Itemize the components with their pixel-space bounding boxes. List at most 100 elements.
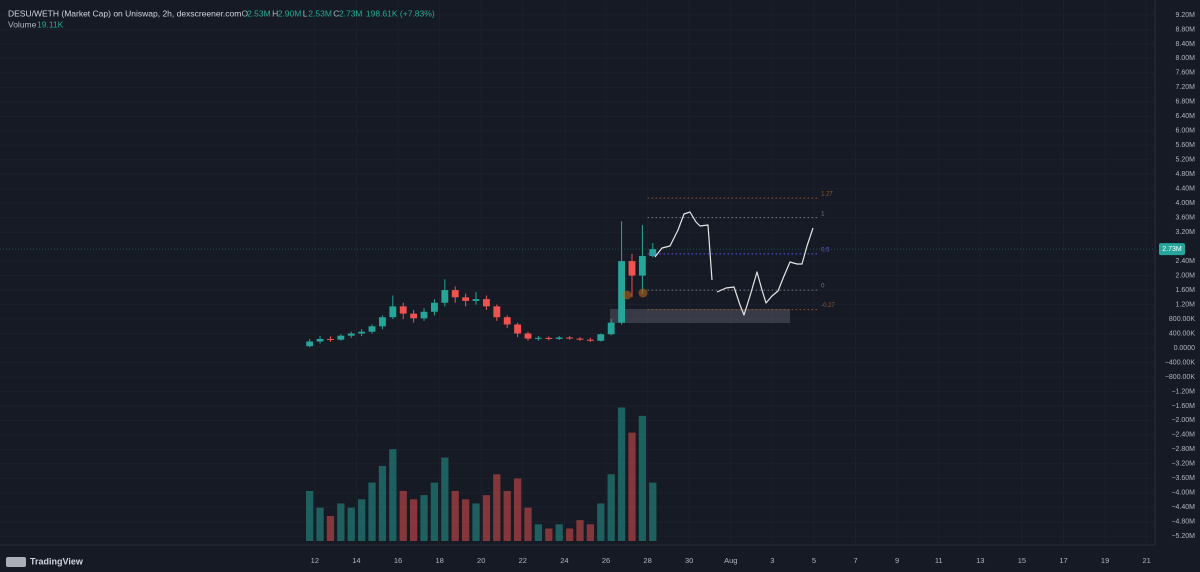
candle-body	[451, 290, 459, 298]
volume-bar	[420, 495, 428, 541]
x-tick-label: 11	[935, 556, 943, 565]
change: 198.61K (+7.83%)	[366, 8, 435, 18]
x-tick-label: 24	[560, 556, 568, 565]
x-tick-label: 30	[685, 556, 693, 565]
y-tick-label: 8.00M	[1176, 55, 1196, 62]
x-tick-label: Aug	[724, 556, 737, 565]
y-tick-label: −2.00M	[1171, 417, 1195, 424]
last-price-tag	[1159, 243, 1185, 256]
candle-body	[649, 249, 657, 257]
volume-bar	[472, 503, 480, 541]
y-tick-label: −4.40M	[1171, 504, 1195, 511]
volume-bar	[347, 507, 355, 541]
x-tick-label: 17	[1059, 556, 1067, 565]
candle-body	[379, 317, 386, 327]
fib-label: 0.5	[821, 247, 830, 253]
y-tick-label: 0.0000	[1174, 345, 1196, 352]
ohlc-name: H	[272, 8, 278, 18]
last-price-label: 2.73M	[1162, 246, 1182, 253]
y-tick-label: 4.40M	[1176, 186, 1196, 193]
x-tick-label: 16	[394, 556, 402, 565]
volume-bar	[378, 465, 387, 541]
y-tick-label: 2.00M	[1176, 272, 1196, 279]
y-tick-label: 7.20M	[1176, 84, 1196, 91]
volume-bar	[306, 490, 314, 541]
logo	[6, 557, 26, 567]
volume-bar	[617, 407, 626, 541]
y-tick-label: −5.20M	[1171, 533, 1195, 540]
volume-bar	[316, 507, 324, 541]
y-tick-label: −2.80M	[1171, 446, 1195, 453]
y-tick-label: 6.00M	[1176, 128, 1196, 135]
candle-body	[514, 324, 522, 334]
marker	[638, 288, 648, 298]
ohlc-name: L	[303, 8, 308, 18]
volume-bar	[555, 524, 563, 541]
x-tick-label: 26	[602, 556, 610, 565]
x-tick-label: 13	[976, 556, 984, 565]
y-tick-label: 4.80M	[1176, 171, 1196, 178]
y-tick-label: −1.20M	[1171, 388, 1195, 395]
candle-body	[576, 338, 584, 340]
x-tick-label: 5	[812, 556, 816, 565]
y-tick-label: 800.00K	[1169, 316, 1195, 323]
volume-bar	[503, 490, 511, 541]
projection-path	[654, 211, 713, 281]
x-tick-label: 7	[853, 556, 857, 565]
candle-body	[389, 306, 397, 318]
volume-bar	[337, 503, 345, 541]
volume-bar	[389, 449, 397, 541]
volume-bar	[607, 474, 615, 541]
candle-body	[493, 306, 501, 318]
candle-body	[524, 333, 532, 339]
price-axis-panel	[1155, 0, 1200, 572]
volume-bar	[451, 490, 459, 541]
y-tick-label: 5.20M	[1176, 157, 1196, 164]
y-tick-label: 2.40M	[1176, 258, 1196, 265]
candle-body	[399, 306, 407, 314]
projection-path	[716, 227, 814, 316]
x-tick-label: 21	[1143, 556, 1151, 565]
volume-bar	[399, 490, 407, 541]
volume-bar	[524, 507, 532, 541]
y-tick-label: −1.60M	[1171, 403, 1195, 410]
candle-body	[337, 335, 345, 340]
x-tick-label: 12	[311, 556, 319, 565]
candle-body	[607, 322, 615, 335]
ohlc-value: 2.53M	[247, 8, 271, 18]
ohlc-value: 2.73M	[339, 8, 363, 18]
y-tick-label: 9.20M	[1176, 12, 1196, 19]
y-tick-label: −2.40M	[1171, 432, 1195, 439]
volume-value: 19.11K	[37, 19, 64, 29]
x-tick-label: 20	[477, 556, 485, 565]
y-tick-label: −4.80M	[1171, 519, 1195, 526]
volume-bar	[545, 528, 553, 541]
volume-bar	[482, 495, 491, 541]
candle-body	[306, 341, 314, 347]
x-tick-label: 14	[352, 556, 360, 565]
candle-body	[534, 337, 542, 339]
volume-bar	[326, 515, 335, 541]
fib-label: -0.27	[821, 303, 835, 309]
chart-title: DESU/WETH (Market Cap) on Uniswap, 2h, d…	[8, 8, 241, 18]
volume-bar	[368, 482, 376, 541]
volume-bar	[461, 499, 470, 541]
candle-body	[410, 313, 418, 319]
y-tick-label: 1.60M	[1176, 287, 1196, 294]
x-tick-label: 9	[895, 556, 899, 565]
volume-bar	[649, 482, 657, 541]
y-tick-label: 400.00K	[1169, 330, 1195, 337]
plot: 1.27 1 0.5 0 -0.27	[306, 192, 835, 541]
volume-bar	[493, 474, 501, 541]
volume-bar	[534, 524, 543, 541]
grid	[0, 248, 1155, 250]
axes: 9.20M 8.80M 8.40M 8.00M 7.60M 7.20M 6.80M 6.40M…	[311, 12, 1196, 565]
candle-body	[462, 297, 470, 301]
candle-body	[618, 261, 626, 323]
candle-body	[472, 299, 480, 301]
x-tick-label: 28	[643, 556, 651, 565]
candle-body	[628, 261, 636, 276]
volume-bar	[409, 499, 418, 541]
